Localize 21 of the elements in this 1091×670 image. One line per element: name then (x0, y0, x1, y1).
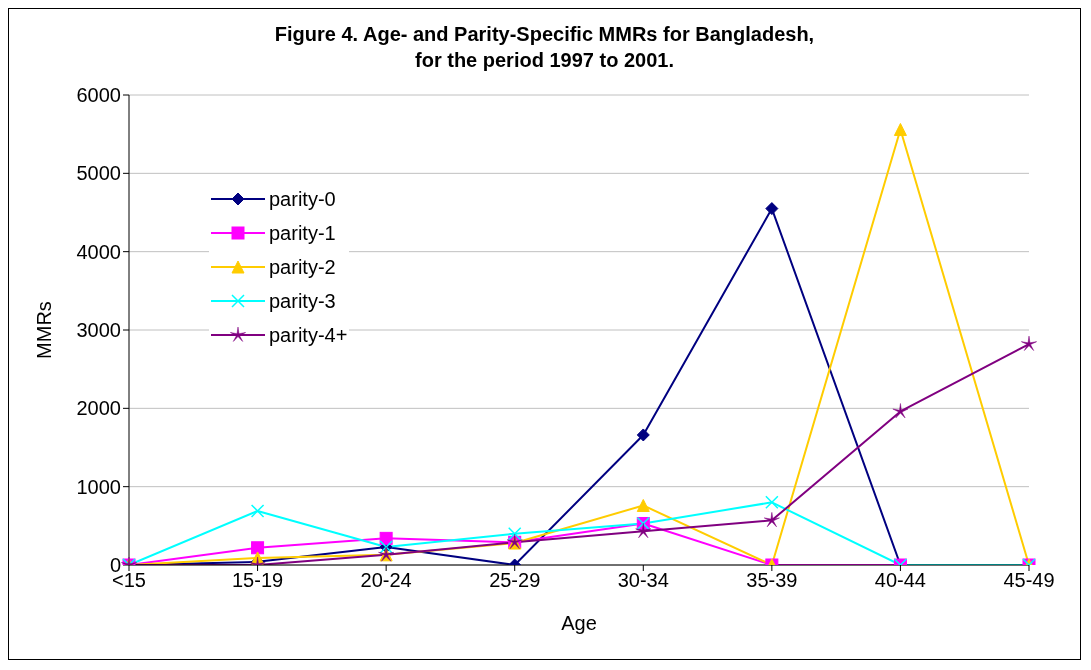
legend-label: parity-3 (269, 289, 336, 313)
y-tick-label: 6000 (76, 84, 121, 107)
x-tick-label: 45-49 (1003, 569, 1055, 592)
chart-title: Figure 4. Age- and Parity-Specific MMRs for Bangladesh, for the period 1997 to 2001. (273, 22, 816, 73)
x-axis-title: Age (561, 612, 597, 634)
y-tick-label: 5000 (76, 162, 121, 185)
y-tick-label: 3000 (76, 319, 121, 342)
legend-label: parity-2 (269, 255, 336, 279)
y-tick-label: 4000 (76, 240, 121, 263)
y-tick-label: 2000 (76, 397, 121, 420)
legend-label: parity-1 (269, 221, 336, 245)
y-tick-label: 1000 (76, 475, 121, 498)
x-tick-label: 20-24 (360, 569, 412, 592)
x-tick-label: 35-39 (746, 569, 798, 592)
x-tick-label: 40-44 (874, 569, 927, 592)
legend-label: parity-4+ (269, 323, 348, 347)
y-axis-title: MMRs (33, 301, 56, 359)
legend-label: parity-0 (269, 187, 336, 211)
x-tick-label: 25-29 (489, 569, 541, 592)
x-tick-label: 30-34 (617, 569, 669, 592)
x-tick-label: 15-19 (231, 569, 284, 592)
